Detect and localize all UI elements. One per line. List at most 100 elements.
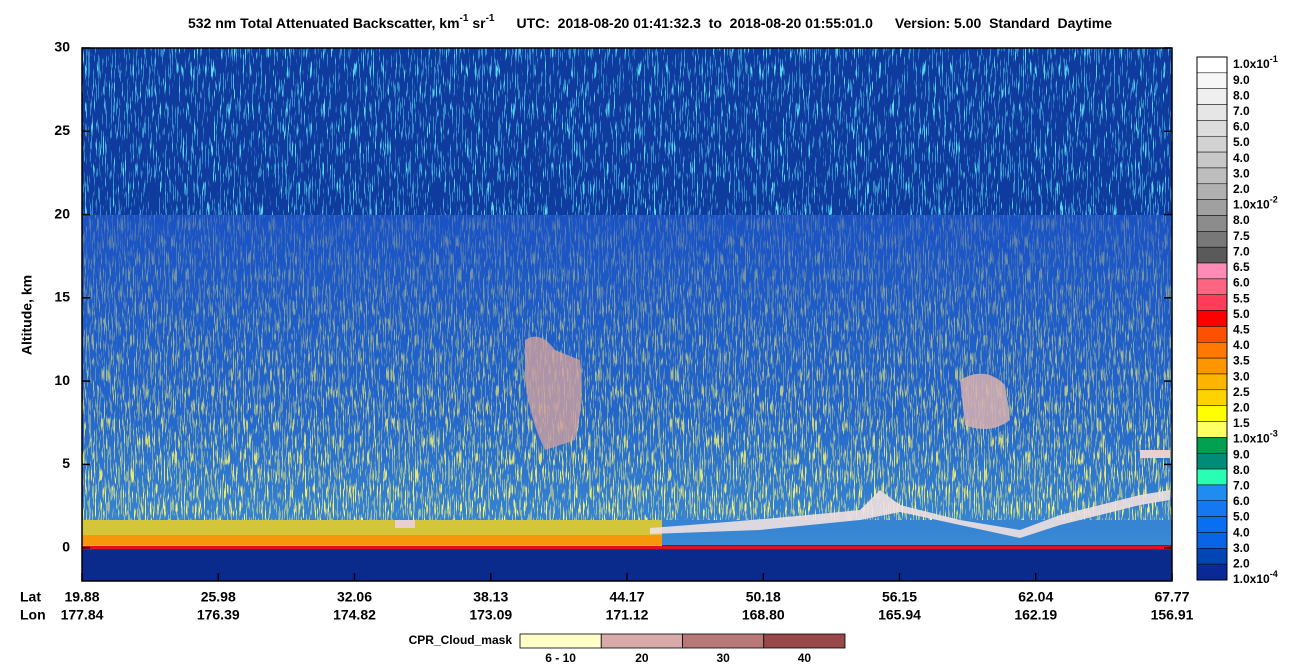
row-label: Lon xyxy=(20,607,46,623)
colorbar-cell xyxy=(1196,500,1228,517)
colorbar-cell xyxy=(1196,357,1228,375)
cpr-legend-label: 20 xyxy=(635,651,649,665)
x-tick-label: 174.82 xyxy=(333,607,376,623)
colorbar-label: 1.5 xyxy=(1233,416,1250,430)
colorbar-cell xyxy=(1196,421,1228,438)
colorbar-label: 4.0 xyxy=(1233,338,1250,352)
colorbar-cell xyxy=(1196,342,1228,359)
colorbar-label: 7.5 xyxy=(1233,229,1250,243)
colorbar-label: 4.5 xyxy=(1233,322,1250,336)
x-tick-label: 171.12 xyxy=(606,607,649,623)
colorbar-cell xyxy=(1196,437,1228,454)
colorbar-label: 1.0x10-4 xyxy=(1233,569,1278,586)
colorbar-label: 6.0 xyxy=(1233,120,1250,134)
colorbar-label-base: 1.0x10 xyxy=(1233,198,1270,212)
colorbar-cell xyxy=(1196,72,1228,89)
x-tick-label: 25.98 xyxy=(201,589,236,605)
x-tick-label: 38.13 xyxy=(473,589,508,605)
cpr-legend-label: 40 xyxy=(798,651,812,665)
colorbar-label: 3.5 xyxy=(1233,354,1250,368)
colorbar-label: 9.0 xyxy=(1233,447,1250,461)
colorbar-cell xyxy=(1196,373,1228,391)
colorbar-label: 7.0 xyxy=(1233,244,1250,258)
title-time: UTC: 2018-08-20 01:41:32.3 to 2018-08-20… xyxy=(516,15,873,31)
cpr-legend-cell xyxy=(600,633,683,649)
colorbar-cell xyxy=(1196,104,1228,121)
colorbar-label: 8.0 xyxy=(1233,213,1250,227)
x-tick-label: 62.04 xyxy=(1018,589,1053,605)
colorbar-label: 8.0 xyxy=(1233,463,1250,477)
colorbar-label: 6.0 xyxy=(1233,494,1250,508)
cpr-legend-label: 6 - 10 xyxy=(545,651,576,665)
x-tick-label: 165.94 xyxy=(878,607,921,623)
colorbar-label: 1.0x10-3 xyxy=(1233,429,1278,446)
title-text: sr xyxy=(468,15,486,31)
colorbar-label: 5.0 xyxy=(1233,510,1250,524)
x-tick-label: 32.06 xyxy=(337,589,372,605)
y-tick-label: 5 xyxy=(62,455,70,471)
colorbar-label: 1.0x10-1 xyxy=(1233,54,1278,71)
colorbar-cell xyxy=(1196,246,1228,264)
colorbar-label: 9.0 xyxy=(1233,73,1250,87)
y-tick-label: 15 xyxy=(54,289,70,305)
plot-background xyxy=(81,47,1173,582)
colorbar-cell xyxy=(1196,231,1228,248)
colorbar-cell xyxy=(1196,278,1228,295)
colorbar-cell xyxy=(1196,167,1228,185)
colorbar-label-exponent: -1 xyxy=(1270,54,1278,64)
title-text: 532 nm Total Attenuated Backscatter, km xyxy=(188,15,460,31)
colorbar-label: 5.0 xyxy=(1233,307,1250,321)
y-tick-label: 20 xyxy=(54,205,70,221)
colorbar-label: 5.0 xyxy=(1233,135,1250,149)
colorbar-cell xyxy=(1196,183,1228,200)
colorbar-label-base: 1.0x10 xyxy=(1233,432,1270,446)
cpr-legend-cell xyxy=(763,633,846,649)
colorbar-cell xyxy=(1196,484,1228,502)
y-tick-label: 30 xyxy=(54,39,70,55)
x-tick-label: 50.18 xyxy=(746,589,781,605)
colorbar-label-exponent: -4 xyxy=(1270,569,1278,579)
colorbar-label: 3.0 xyxy=(1233,541,1250,555)
x-tick-label: 173.09 xyxy=(469,607,512,623)
colorbar-cell xyxy=(1196,215,1228,232)
cpr-legend-title: CPR_Cloud_mask xyxy=(409,633,513,647)
title-version: Version: 5.00 Standard Daytime xyxy=(895,15,1112,31)
colorbar-cell xyxy=(1196,548,1228,565)
colorbar-label: 2.5 xyxy=(1233,385,1250,399)
x-tick-label: 177.84 xyxy=(61,607,104,623)
colorbar-cell xyxy=(1196,151,1228,169)
cpr-legend-cell xyxy=(682,633,765,649)
x-tick-label: 176.39 xyxy=(197,607,240,623)
colorbar-cell xyxy=(1196,262,1228,280)
colorbar-cell xyxy=(1196,135,1228,153)
colorbar-label: 1.0x10-2 xyxy=(1233,195,1278,212)
colorbar-cell xyxy=(1196,516,1228,533)
colorbar-label: 5.5 xyxy=(1233,291,1250,305)
colorbar-cell xyxy=(1196,120,1228,137)
colorbar-label: 6.5 xyxy=(1233,260,1250,274)
cpr-legend-cell xyxy=(519,633,602,649)
x-tick-label: 56.15 xyxy=(882,589,917,605)
chart-title: 532 nm Total Attenuated Backscatter, km -… xyxy=(188,13,1112,31)
colorbar-frame xyxy=(1196,56,1228,581)
colorbar-cell xyxy=(1196,294,1228,311)
y-axis-label: Altitude, km xyxy=(19,275,35,355)
colorbar-cell xyxy=(1196,88,1228,105)
colorbar-cell xyxy=(1196,563,1228,581)
colorbar-label: 8.0 xyxy=(1233,88,1250,102)
colorbar-label: 2.0 xyxy=(1233,182,1250,196)
colorbar-cell xyxy=(1196,310,1228,327)
y-tick-label: 0 xyxy=(62,538,70,554)
colorbar-label: 7.0 xyxy=(1233,104,1250,118)
colorbar-cell xyxy=(1196,452,1228,470)
colorbar-label: 2.0 xyxy=(1233,557,1250,571)
title-superscript: -1 xyxy=(486,13,495,24)
colorbar-cell xyxy=(1196,389,1228,406)
y-tick-label: 25 xyxy=(54,122,70,138)
colorbar-label-base: 1.0x10 xyxy=(1233,57,1270,71)
colorbar-cell xyxy=(1196,56,1228,74)
x-tick-label: 162.19 xyxy=(1014,607,1057,623)
colorbar-cell xyxy=(1196,468,1228,486)
x-tick-label: 168.80 xyxy=(742,607,785,623)
